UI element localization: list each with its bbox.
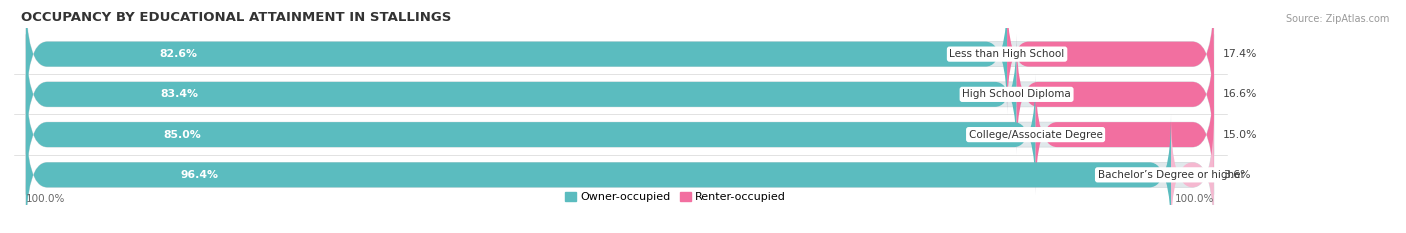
- Text: 100.0%: 100.0%: [25, 194, 65, 204]
- FancyBboxPatch shape: [25, 115, 1171, 233]
- FancyBboxPatch shape: [1007, 0, 1213, 114]
- Text: 3.6%: 3.6%: [1223, 170, 1251, 180]
- FancyBboxPatch shape: [25, 115, 1213, 233]
- Legend: Owner-occupied, Renter-occupied: Owner-occupied, Renter-occupied: [561, 187, 790, 207]
- Text: Less than High School: Less than High School: [949, 49, 1064, 59]
- Text: Source: ZipAtlas.com: Source: ZipAtlas.com: [1286, 14, 1389, 24]
- FancyBboxPatch shape: [25, 0, 1007, 114]
- Text: 17.4%: 17.4%: [1223, 49, 1257, 59]
- FancyBboxPatch shape: [25, 75, 1036, 195]
- Text: 83.4%: 83.4%: [160, 89, 198, 99]
- FancyBboxPatch shape: [1036, 75, 1213, 195]
- Text: 85.0%: 85.0%: [163, 130, 201, 140]
- Text: 82.6%: 82.6%: [159, 49, 197, 59]
- Text: OCCUPANCY BY EDUCATIONAL ATTAINMENT IN STALLINGS: OCCUPANCY BY EDUCATIONAL ATTAINMENT IN S…: [21, 11, 451, 24]
- FancyBboxPatch shape: [1171, 115, 1213, 233]
- FancyBboxPatch shape: [25, 0, 1213, 114]
- FancyBboxPatch shape: [25, 75, 1213, 195]
- FancyBboxPatch shape: [25, 34, 1017, 154]
- Text: 15.0%: 15.0%: [1223, 130, 1258, 140]
- Text: High School Diploma: High School Diploma: [962, 89, 1071, 99]
- FancyBboxPatch shape: [25, 34, 1213, 154]
- Text: 16.6%: 16.6%: [1223, 89, 1257, 99]
- Text: Bachelor’s Degree or higher: Bachelor’s Degree or higher: [1098, 170, 1244, 180]
- Text: College/Associate Degree: College/Associate Degree: [969, 130, 1102, 140]
- Text: 96.4%: 96.4%: [181, 170, 219, 180]
- FancyBboxPatch shape: [1017, 34, 1213, 154]
- Text: 100.0%: 100.0%: [1174, 194, 1213, 204]
